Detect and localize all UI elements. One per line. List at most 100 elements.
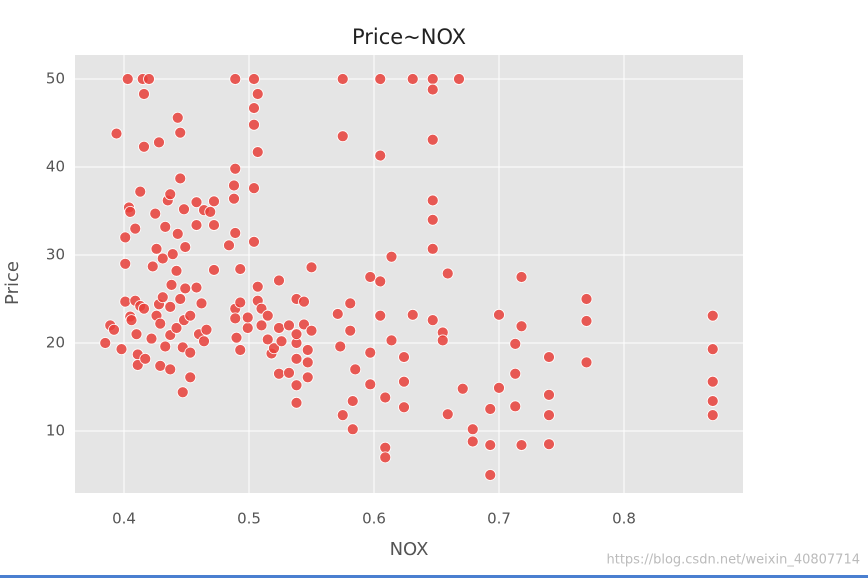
point bbox=[229, 227, 242, 239]
point bbox=[298, 295, 310, 308]
point bbox=[156, 252, 169, 265]
point bbox=[580, 293, 593, 305]
point bbox=[228, 179, 240, 192]
point bbox=[241, 311, 254, 324]
point bbox=[139, 352, 152, 365]
point bbox=[261, 309, 274, 322]
point bbox=[346, 395, 359, 407]
point bbox=[176, 386, 189, 399]
point bbox=[453, 73, 465, 85]
point bbox=[174, 293, 187, 305]
point bbox=[208, 264, 220, 276]
point bbox=[509, 337, 522, 350]
point bbox=[484, 403, 497, 415]
watermark: https://blog.csdn.net/weixin_40807714 bbox=[606, 553, 860, 568]
point bbox=[273, 322, 285, 334]
point bbox=[184, 346, 197, 359]
point bbox=[379, 451, 392, 464]
point bbox=[379, 391, 392, 404]
point bbox=[283, 319, 295, 332]
point bbox=[251, 88, 264, 100]
plot-area bbox=[75, 55, 743, 493]
point bbox=[484, 439, 497, 451]
point bbox=[223, 239, 235, 252]
point bbox=[364, 378, 377, 391]
point bbox=[154, 359, 167, 372]
point bbox=[301, 356, 314, 369]
point bbox=[406, 73, 419, 85]
y-tick-label: 30 bbox=[46, 245, 65, 263]
point bbox=[283, 366, 295, 379]
point bbox=[195, 297, 208, 310]
point bbox=[290, 379, 303, 392]
point bbox=[406, 308, 419, 321]
point bbox=[305, 261, 318, 274]
point bbox=[165, 279, 178, 291]
point bbox=[125, 314, 138, 327]
point bbox=[374, 149, 387, 162]
point bbox=[706, 343, 719, 356]
point bbox=[99, 337, 112, 349]
point bbox=[426, 133, 439, 146]
point bbox=[706, 409, 719, 422]
point bbox=[349, 363, 362, 376]
point bbox=[145, 332, 158, 345]
point bbox=[234, 344, 247, 356]
point bbox=[580, 356, 593, 369]
point bbox=[364, 271, 377, 283]
point bbox=[204, 205, 217, 218]
point bbox=[493, 308, 505, 321]
point bbox=[108, 323, 120, 336]
y-tick-label: 40 bbox=[46, 158, 65, 176]
point bbox=[273, 367, 285, 380]
point bbox=[234, 263, 247, 275]
point bbox=[228, 192, 240, 205]
point bbox=[121, 73, 134, 85]
point bbox=[229, 73, 242, 85]
point bbox=[248, 235, 260, 248]
point bbox=[456, 382, 469, 395]
point bbox=[248, 118, 260, 131]
point bbox=[159, 220, 172, 233]
point bbox=[154, 317, 167, 330]
point bbox=[543, 388, 555, 401]
point bbox=[466, 435, 479, 448]
point bbox=[301, 344, 314, 356]
point bbox=[301, 371, 314, 384]
point bbox=[143, 73, 155, 85]
point bbox=[466, 423, 479, 436]
bottom-bar bbox=[0, 575, 868, 578]
point bbox=[398, 401, 410, 414]
point bbox=[493, 381, 505, 394]
point bbox=[374, 73, 387, 85]
point bbox=[153, 136, 165, 149]
point bbox=[124, 205, 137, 218]
point bbox=[543, 409, 555, 422]
point bbox=[426, 194, 439, 207]
point bbox=[336, 73, 349, 85]
point bbox=[134, 185, 147, 198]
point bbox=[509, 400, 522, 413]
x-tick-label: 0.5 bbox=[237, 510, 261, 528]
point bbox=[115, 343, 128, 356]
point bbox=[234, 296, 247, 309]
point bbox=[190, 196, 203, 209]
point bbox=[138, 140, 150, 153]
point bbox=[184, 371, 197, 384]
x-tick-label: 0.4 bbox=[112, 510, 136, 528]
point bbox=[229, 312, 242, 325]
x-tick-label: 0.8 bbox=[612, 510, 636, 528]
point bbox=[509, 367, 522, 380]
point bbox=[515, 439, 528, 451]
point bbox=[229, 162, 242, 175]
point bbox=[178, 203, 190, 216]
point bbox=[198, 335, 210, 348]
point bbox=[174, 172, 187, 185]
point bbox=[110, 127, 123, 140]
y-tick-label: 10 bbox=[46, 421, 65, 439]
point bbox=[208, 195, 220, 208]
point bbox=[441, 267, 454, 280]
point bbox=[344, 297, 357, 310]
point bbox=[164, 188, 177, 201]
point bbox=[364, 346, 377, 359]
